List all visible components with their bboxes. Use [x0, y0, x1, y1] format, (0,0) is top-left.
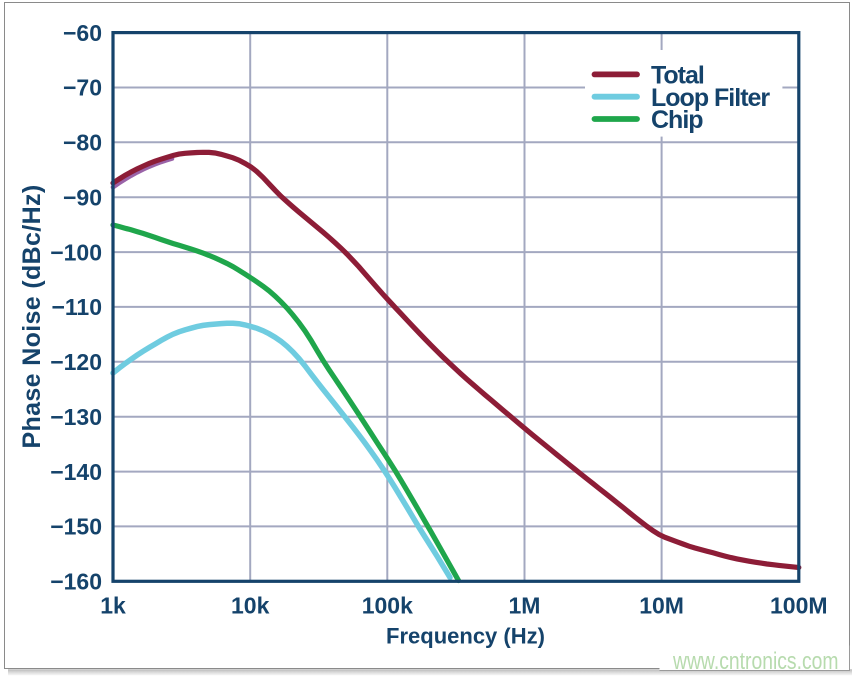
svg-text:Loop Filter: Loop Filter — [651, 84, 770, 112]
svg-text:−160: −160 — [50, 569, 102, 595]
svg-text:−80: −80 — [63, 130, 102, 156]
svg-text:−60: −60 — [63, 20, 102, 46]
svg-text:−130: −130 — [50, 404, 102, 430]
svg-text:Phase Noise (dBc/Hz): Phase Noise (dBc/Hz) — [18, 184, 46, 448]
svg-text:Frequency (Hz): Frequency (Hz) — [386, 624, 545, 649]
svg-text:10M: 10M — [639, 593, 684, 619]
svg-text:1k: 1k — [100, 593, 126, 619]
svg-text:−90: −90 — [63, 184, 102, 210]
svg-text:100k: 100k — [362, 593, 413, 619]
svg-text:1M: 1M — [509, 593, 541, 619]
svg-text:Chip: Chip — [651, 106, 703, 134]
svg-text:−110: −110 — [51, 294, 102, 320]
svg-text:−120: −120 — [50, 349, 102, 375]
svg-text:−140: −140 — [50, 459, 102, 485]
svg-text:−150: −150 — [50, 514, 102, 540]
svg-text:−70: −70 — [63, 75, 102, 101]
svg-text:−100: −100 — [50, 239, 102, 265]
svg-text:www.cntronics.com: www.cntronics.com — [672, 648, 838, 675]
svg-text:10k: 10k — [231, 593, 270, 619]
svg-text:Total: Total — [651, 62, 704, 90]
svg-text:100M: 100M — [770, 593, 828, 619]
